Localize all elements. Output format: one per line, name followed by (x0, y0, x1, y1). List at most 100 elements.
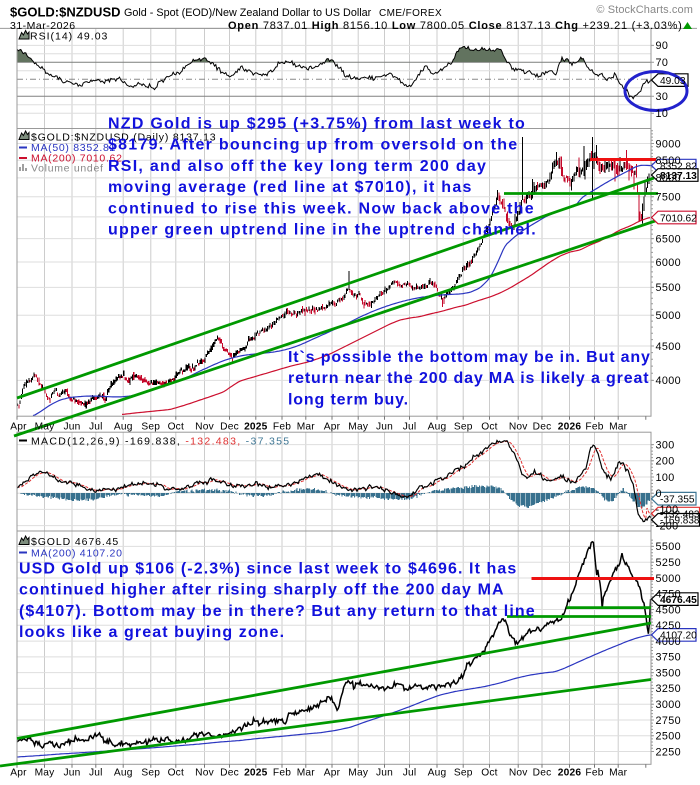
svg-text:5000: 5000 (656, 573, 681, 585)
svg-text:RSI, and also off the key long: RSI, and also off the key long term 200 … (108, 158, 487, 175)
svg-text:2250: 2250 (656, 746, 681, 758)
svg-text:Nov: Nov (195, 421, 214, 432)
svg-text:49.03: 49.03 (660, 76, 686, 87)
svg-text:90: 90 (656, 40, 669, 52)
svg-text:Jun: Jun (63, 767, 80, 778)
svg-text:200: 200 (656, 456, 675, 468)
svg-text:8137.13: 8137.13 (660, 171, 697, 182)
svg-text:3000: 3000 (656, 699, 681, 711)
svg-text:2750: 2750 (656, 715, 681, 727)
svg-text:Jun: Jun (376, 767, 393, 778)
svg-text:Jul: Jul (403, 767, 417, 778)
svg-text:70: 70 (656, 57, 669, 69)
svg-text:USD Gold up $106 (-2.3%) since: USD Gold up $106 (-2.3%) since last week… (19, 561, 517, 578)
svg-text:-200: -200 (656, 520, 679, 532)
svg-text:Jun: Jun (63, 421, 80, 432)
svg-text:CME/FOREX: CME/FOREX (379, 8, 442, 19)
svg-text:Oct: Oct (481, 421, 497, 432)
svg-text:May: May (348, 767, 369, 778)
svg-text:4000: 4000 (656, 636, 681, 648)
svg-text:Oct: Oct (481, 767, 497, 778)
svg-text:Apr: Apr (10, 421, 27, 432)
svg-text:7500: 7500 (656, 192, 681, 204)
svg-text:May: May (348, 421, 369, 432)
svg-text:NZD Gold is up $295 (+3.75%) f: NZD Gold is up $295 (+3.75%) from last w… (108, 116, 526, 133)
svg-text:3250: 3250 (656, 683, 681, 695)
svg-text:moving average (red line at $7: moving average (red line at $7010), it h… (108, 179, 473, 196)
svg-text:Sep: Sep (141, 767, 160, 778)
svg-text:5500: 5500 (656, 541, 681, 553)
svg-text:30: 30 (656, 91, 669, 103)
svg-text:3500: 3500 (656, 667, 681, 679)
svg-text:Jun: Jun (376, 421, 393, 432)
svg-text:-37.355: -37.355 (660, 495, 695, 506)
svg-text:2026: 2026 (558, 767, 582, 778)
svg-text:2025: 2025 (244, 767, 268, 778)
svg-text:8000: 8000 (656, 173, 681, 185)
svg-text:3750: 3750 (656, 652, 681, 664)
svg-text:Apr: Apr (324, 421, 341, 432)
svg-text:300: 300 (656, 439, 675, 451)
svg-text:4676.45: 4676.45 (660, 595, 697, 606)
svg-text:-132.483: -132.483 (660, 509, 700, 520)
svg-text:May: May (35, 767, 56, 778)
svg-text:31-Mar-2026: 31-Mar-2026 (10, 20, 76, 32)
svg-text:6500: 6500 (656, 233, 681, 245)
svg-text:$GOLD:$NZDUSD (Daily) 8137.13: $GOLD:$NZDUSD (Daily) 8137.13 (31, 132, 216, 144)
svg-text:($4107). Bottom may be in ther: ($4107). Bottom may be in there? But any… (19, 603, 536, 620)
svg-text:return near the 200 day MA is: return near the 200 day MA is likely a g… (288, 370, 649, 387)
svg-text:Feb: Feb (585, 421, 603, 432)
svg-text:upper green uptrend line in th: upper green uptrend line in the uptrend … (108, 222, 537, 239)
svg-text:5250: 5250 (656, 557, 681, 569)
svg-text:Sep: Sep (141, 421, 160, 432)
svg-text:Nov: Nov (509, 767, 528, 778)
svg-text:continued to rise this week. N: continued to rise this week. Now back ab… (108, 200, 535, 217)
svg-text:-100: -100 (656, 504, 679, 516)
svg-text:Mar: Mar (297, 421, 316, 432)
svg-text:RSI(14) 49.03: RSI(14) 49.03 (30, 31, 108, 43)
svg-text:Dec: Dec (220, 421, 239, 432)
svg-text:$8179. After bouncing up from: $8179. After bouncing up from oversold o… (108, 137, 518, 154)
svg-text:Feb: Feb (273, 767, 291, 778)
svg-text:Jul: Jul (89, 421, 103, 432)
svg-text:4500: 4500 (656, 604, 681, 616)
svg-text:4750: 4750 (656, 589, 681, 601)
svg-text:Jul: Jul (89, 767, 103, 778)
svg-text:4250: 4250 (656, 620, 681, 632)
svg-text:8352.82: 8352.82 (660, 161, 697, 172)
svg-text:Aug: Aug (114, 421, 133, 432)
svg-text:Open 7837.01 High 8156.10 Low: Open 7837.01 High 8156.10 Low 7800.05 Cl… (228, 20, 683, 32)
svg-text:9000: 9000 (656, 138, 681, 150)
svg-text:4500: 4500 (656, 341, 681, 353)
svg-text:Oct: Oct (168, 767, 184, 778)
svg-text:2500: 2500 (656, 731, 681, 743)
svg-text:It`s possible the bottom may b: It`s possible the bottom may be in. But … (288, 349, 651, 366)
svg-text:7010.62: 7010.62 (660, 213, 697, 224)
svg-text:MACD(12,26,9) -169.838, -132.4: MACD(12,26,9) -169.838, -132.483, -37.35… (31, 436, 290, 448)
svg-text:-169.838: -169.838 (660, 516, 700, 527)
svg-text:Dec: Dec (533, 421, 552, 432)
svg-text:Aug: Aug (428, 767, 447, 778)
svg-text:$GOLD:$NZDUSD: $GOLD:$NZDUSD (10, 5, 121, 20)
svg-text:8500: 8500 (656, 155, 681, 167)
svg-text:Dec: Dec (533, 767, 552, 778)
svg-text:Mar: Mar (297, 767, 316, 778)
svg-text:10: 10 (656, 108, 669, 120)
svg-text:Feb: Feb (273, 421, 291, 432)
svg-text:Aug: Aug (114, 767, 133, 778)
svg-text:looks like a great buying zone: looks like a great buying zone. (19, 624, 285, 641)
svg-text:Apr: Apr (324, 767, 341, 778)
svg-text:Nov: Nov (509, 421, 528, 432)
svg-text:MA(50) 8352.82: MA(50) 8352.82 (31, 142, 116, 154)
svg-text:Aug: Aug (428, 421, 447, 432)
svg-text:5000: 5000 (656, 310, 681, 322)
svg-text:May: May (35, 421, 56, 432)
svg-text:Sep: Sep (454, 421, 473, 432)
svg-text:Mar: Mar (609, 767, 628, 778)
svg-text:MA(200) 4107.20: MA(200) 4107.20 (31, 548, 123, 560)
svg-text:Oct: Oct (168, 421, 184, 432)
svg-text:2026: 2026 (558, 421, 582, 432)
svg-text:Dec: Dec (220, 767, 239, 778)
svg-text:2025: 2025 (244, 421, 268, 432)
svg-text:0: 0 (656, 488, 662, 500)
